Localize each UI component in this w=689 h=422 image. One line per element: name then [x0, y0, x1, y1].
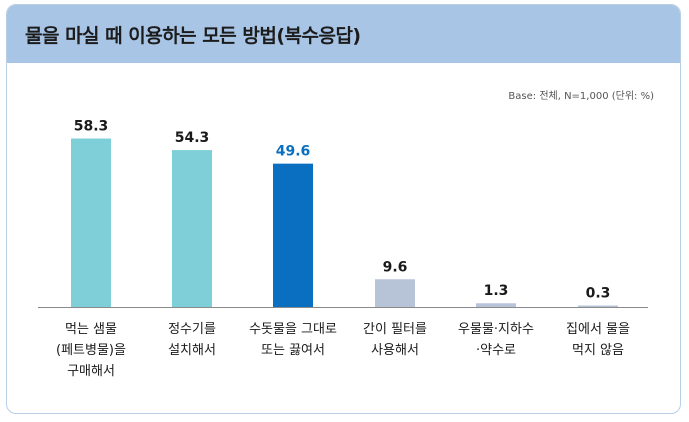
chart-title: 물을 마실 때 이용하는 모든 방법(복수응답) — [25, 25, 361, 47]
base-note: Base: 전체, N=1,000 (단위: %) — [508, 91, 654, 102]
chart-card: 물을 마실 때 이용하는 모든 방법(복수응답) Base: 전체, N=1,0… — [6, 4, 681, 414]
category-label-0-1: (페트병물)을 — [56, 343, 126, 358]
data-label-4: 1.3 — [484, 283, 509, 299]
category-label-1-0: 정수기를 — [168, 322, 216, 337]
data-label-2: 49.6 — [276, 144, 311, 160]
category-label-2-1: 또는 끓여서 — [261, 343, 325, 358]
category-label-1-1: 설치해서 — [168, 343, 216, 358]
category-label-4-1: ·약수로 — [476, 343, 516, 358]
category-label-5-0: 집에서 물을 — [566, 322, 630, 337]
category-label-3-0: 간이 필터를 — [363, 322, 427, 337]
category-label-0-0: 먹는 샘물 — [65, 322, 117, 337]
data-label-5: 0.3 — [586, 286, 611, 302]
chart-header: 물을 마실 때 이용하는 모든 방법(복수응답) — [7, 5, 680, 63]
bar-0 — [71, 138, 111, 307]
data-label-3: 9.6 — [383, 259, 408, 275]
category-label-4-0: 우물물·지하수 — [458, 322, 534, 337]
bar-1 — [172, 150, 212, 307]
category-label-0-2: 구매해서 — [67, 364, 115, 379]
bar-4 — [476, 303, 516, 307]
data-label-0: 58.3 — [74, 119, 109, 135]
bar-5 — [578, 305, 618, 307]
bar-2 — [273, 163, 313, 307]
data-label-1: 54.3 — [175, 130, 210, 146]
bar-3 — [375, 279, 415, 307]
category-label-2-0: 수돗물을 그대로 — [249, 322, 337, 337]
category-label-3-1: 사용해서 — [371, 343, 419, 358]
category-label-5-1: 먹지 않음 — [572, 343, 624, 358]
